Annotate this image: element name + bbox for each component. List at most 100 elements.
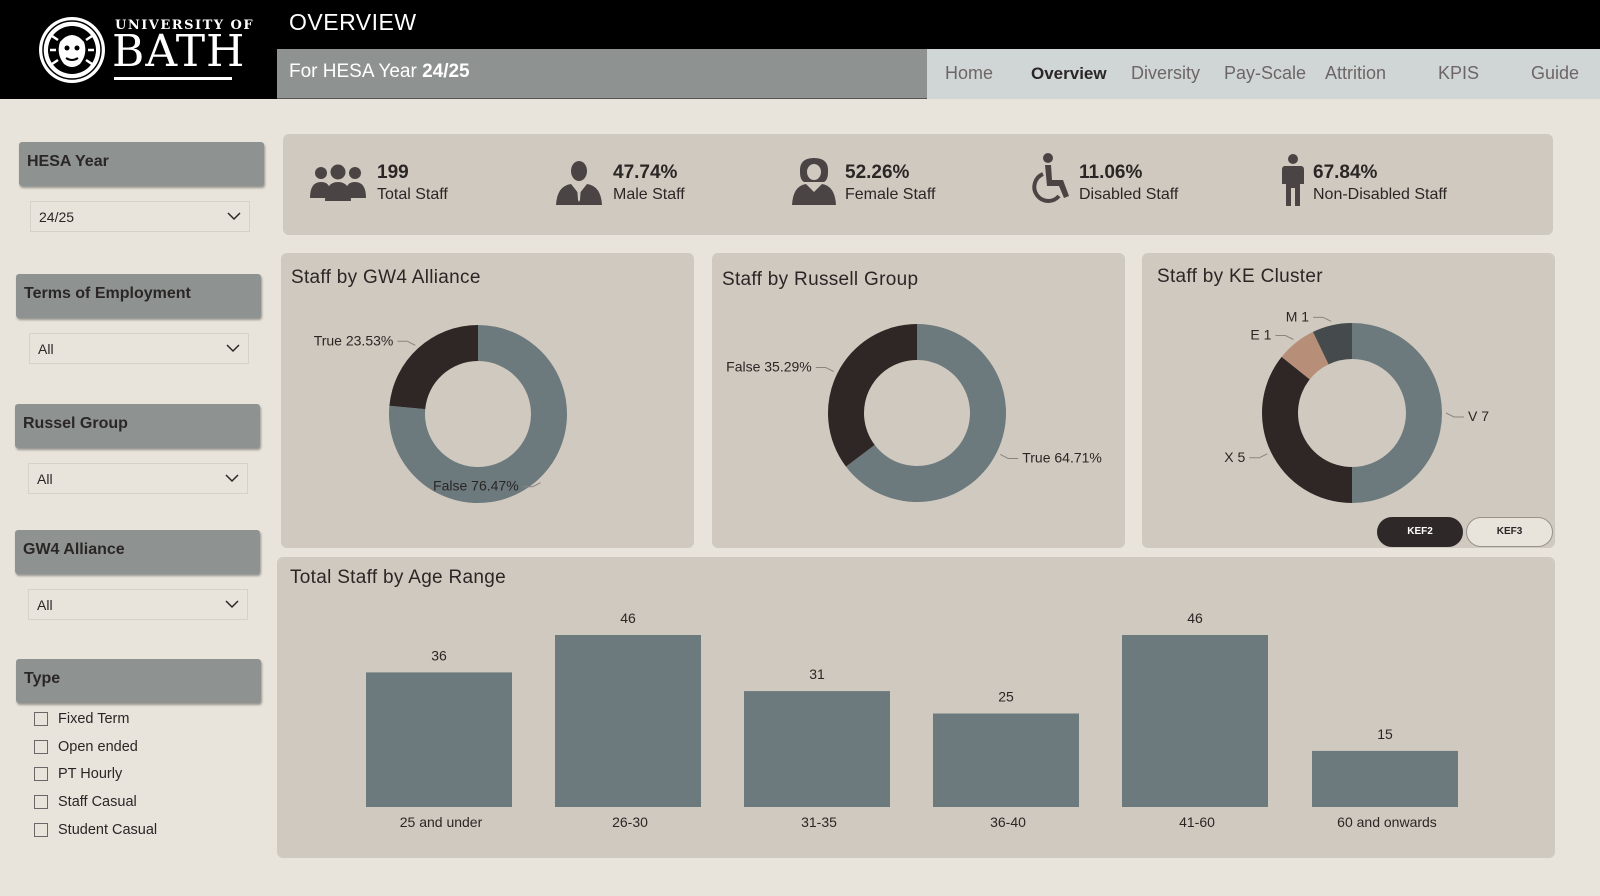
donut-data-label: V 7: [1468, 408, 1489, 424]
kpi-value: 199: [377, 162, 409, 183]
leader-line: [397, 340, 416, 346]
logo-underline: [114, 77, 232, 80]
hesa-year-dropdown[interactable]: 24/25: [30, 201, 250, 232]
chart-title: Staff by Russell Group: [722, 269, 919, 290]
type-slicer-title: Type: [24, 670, 61, 687]
university-logo: UNIVERSITY OF BATH: [0, 0, 277, 99]
wheelchair-icon: [1032, 153, 1069, 203]
nav-guide[interactable]: Guide: [1531, 63, 1580, 83]
donut-data-label: X 5: [1224, 449, 1245, 465]
donut-slice-m[interactable]: [1312, 323, 1352, 365]
kpi-label: Female Staff: [845, 186, 936, 203]
type-option-label: Staff Casual: [58, 794, 137, 810]
checkbox[interactable]: [34, 823, 48, 837]
russel-dropdown[interactable]: All: [28, 463, 248, 494]
donut-data-label: M 1: [1286, 308, 1310, 324]
donut-data-label: E 1: [1250, 327, 1271, 343]
nav-bar: Home Overview Diversity Pay-Scale Attrit…: [927, 49, 1600, 99]
chevron-down-icon: [225, 474, 239, 483]
bar-value-label: 31: [809, 666, 825, 682]
chevron-down-icon: [225, 600, 239, 609]
x-tick-label: 25 and under: [400, 814, 483, 830]
type-slicer-header: Type: [16, 659, 261, 703]
terms-dropdown[interactable]: All: [29, 333, 249, 364]
hesa-year-slicer-title: HESA Year: [27, 153, 109, 170]
x-tick-label: 36-40: [990, 814, 1026, 830]
logo-small-text: UNIVERSITY OF: [115, 18, 255, 33]
seal-icon: [39, 17, 105, 83]
top-bar: UNIVERSITY OF BATH OVERVIEW For HESA Yea…: [0, 0, 1600, 99]
checkbox[interactable]: [34, 795, 48, 809]
bar-36-40[interactable]: [933, 713, 1079, 807]
chevron-down-icon: [227, 212, 241, 221]
russell-donut-chart: True 64.71% False 35.29%: [726, 324, 1102, 502]
type-option-label: Fixed Term: [58, 711, 130, 727]
kpi-label: Total Staff: [377, 186, 448, 203]
year-strip: For HESA Year 24/25: [277, 49, 927, 99]
year-value: 24/25: [422, 61, 470, 82]
gw4-donut-chart: False 76.47% True 23.53%: [314, 325, 567, 503]
group-icon: [310, 164, 366, 201]
nav-pay-scale[interactable]: Pay-Scale: [1224, 63, 1307, 83]
donut-slice-true[interactable]: [845, 324, 1006, 502]
bar-41-60[interactable]: [1122, 635, 1268, 807]
nav-overview[interactable]: Overview: [1031, 64, 1107, 83]
bar-26-30[interactable]: [555, 635, 701, 807]
kef3-toggle[interactable]: KEF3: [1466, 517, 1553, 547]
leader-line: [522, 482, 541, 488]
russel-value: All: [37, 471, 53, 487]
bar-31-35[interactable]: [744, 691, 890, 807]
kpi-value: 52.26%: [845, 162, 910, 183]
leader-line: [1275, 335, 1294, 340]
leader-line: [1445, 412, 1464, 418]
gw4-dropdown[interactable]: All: [28, 589, 248, 620]
leader-line: [1313, 316, 1332, 322]
kef2-toggle[interactable]: KEF2: [1377, 517, 1463, 547]
bar-60-and-onwards[interactable]: [1312, 750, 1458, 807]
bar-value-label: 25: [998, 689, 1014, 705]
nav-diversity[interactable]: Diversity: [1131, 63, 1201, 83]
checkbox[interactable]: [34, 740, 48, 754]
donut-data-label: False 76.47%: [433, 478, 519, 494]
logo-big-text: BATH: [112, 26, 246, 77]
kpi-label: Non-Disabled Staff: [1313, 186, 1447, 203]
x-tick-label: 41-60: [1179, 814, 1215, 830]
page-title: OVERVIEW: [289, 9, 417, 35]
nav-attrition[interactable]: Attrition: [1325, 63, 1387, 83]
gw4-chart-panel: Staff by GW4 Alliance False 76.47% True 2…: [281, 253, 694, 548]
hesa-year-value: 24/25: [39, 209, 75, 225]
kpi-value: 11.06%: [1079, 162, 1143, 183]
checkbox[interactable]: [34, 712, 48, 726]
terms-value: All: [38, 341, 54, 357]
x-tick-label: 26-30: [612, 814, 648, 830]
donut-slice-true[interactable]: [389, 325, 478, 410]
gw4-value: All: [37, 597, 53, 613]
russell-chart-panel: Staff by Russell Group True 64.71% False …: [712, 253, 1125, 548]
bar-value-label: 46: [1187, 610, 1203, 626]
kpi-label: Disabled Staff: [1079, 186, 1179, 203]
donut-slice-e[interactable]: [1281, 331, 1329, 380]
donut-slice-x[interactable]: [1262, 356, 1352, 503]
x-tick-label: 31-35: [801, 814, 837, 830]
ke-cluster-chart-panel: Staff by KE Cluster V 7 X 5 E 1 M 1 KEF2 KE…: [1142, 253, 1555, 548]
nav-home[interactable]: Home: [945, 63, 994, 83]
donut-slice-false[interactable]: [828, 324, 917, 467]
donut-slice-v[interactable]: [1352, 323, 1442, 503]
type-option-label: Open ended: [58, 739, 138, 755]
gw4-slicer-header: GW4 Alliance: [15, 530, 260, 574]
nav-kpis[interactable]: KPIS: [1438, 63, 1480, 83]
x-tick-label: 60 and onwards: [1337, 814, 1437, 830]
female-icon: [792, 158, 836, 205]
donut-slice-false[interactable]: [389, 325, 567, 503]
bar-value-label: 46: [620, 610, 636, 626]
leader-line: [815, 367, 834, 372]
bar-25-and-under[interactable]: [366, 672, 512, 807]
chart-title: Staff by KE Cluster: [1157, 266, 1323, 287]
checkbox[interactable]: [34, 767, 48, 781]
male-icon: [556, 161, 602, 205]
age-range-bar-chart: 36 25 and under 46 26-30 31 31-35 25 36-40 46 41-…: [366, 610, 1458, 830]
age-range-chart-panel: Total Staff by Age Range 36 25 and under 4…: [277, 557, 1555, 858]
russel-slicer-title: Russel Group: [23, 415, 128, 432]
type-option-label: PT Hourly: [58, 766, 123, 782]
chart-title: Total Staff by Age Range: [290, 567, 506, 588]
